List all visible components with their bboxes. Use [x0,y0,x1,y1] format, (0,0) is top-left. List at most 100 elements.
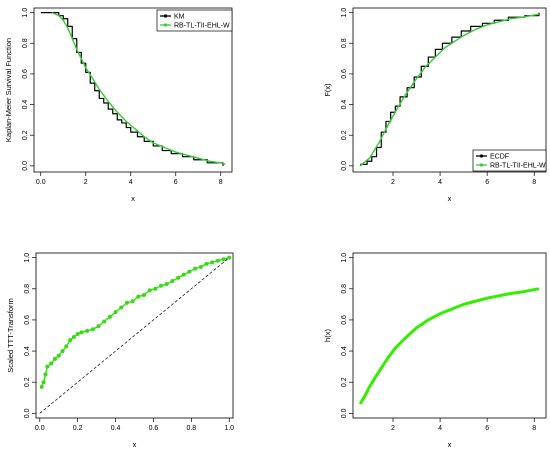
x-tick-label: 8 [532,425,536,432]
plot-frame [35,252,234,419]
y-tick-label: 0.0 [341,161,348,171]
y-tick-label: 0.4 [341,100,348,110]
y-axis-label: F(x) [323,83,332,97]
data-point [43,372,48,377]
data-point [52,356,57,361]
ttt-panel: 0.0 0.2 0.4 0.6 0.8 1.0 0.0 0.2 0.4 0.6 0.8 1.0 x Sca… [6,252,234,449]
x-tick-label: 0.0 [36,179,46,186]
data-point [159,283,164,288]
x-tick-label: 0.2 [73,425,83,432]
data-point [215,258,220,263]
y-tick-label: 0.0 [22,161,29,171]
y-tick-label: 1.0 [22,8,29,18]
y-tick-label: 0.8 [24,284,31,294]
data-point [41,380,46,385]
y-tick-label: 0.8 [22,38,29,48]
data-point [64,344,69,349]
y-tick-label: 0.8 [341,38,348,48]
legend-marker [479,154,484,158]
y-tick-label: 0.6 [24,315,31,325]
x-tick-label: 1.0 [224,425,234,432]
data-point [141,293,146,298]
x-axis-label: x [133,440,137,449]
km-panel: 0.0 2 4 6 8 0.0 0.2 0.4 0.6 0.8 1.0 x Kaplan-Meier S… [4,7,233,203]
x-tick-label: 4 [129,179,133,186]
x-tick-label: 6 [485,425,489,432]
legend-box [156,9,233,32]
data-point [49,361,54,366]
y-tick-label: 0.4 [341,346,348,356]
cdf-panel: 2 4 6 8 0.0 0.2 0.4 0.6 0.8 1.0 x F(x) ECDF RB-TL-TII… [323,7,547,203]
series-line [51,11,226,165]
data-point [147,288,152,293]
y-tick-label: 0.4 [22,100,29,110]
data-point [187,269,192,274]
data-point [96,324,101,329]
y-tick-label: 0.0 [24,408,31,418]
x-tick-label: 2 [391,179,395,186]
data-point [39,384,44,389]
data-point [193,266,198,271]
data-point [60,349,65,354]
y-tick-label: 1.0 [341,8,348,18]
y-tick-label: 0.2 [341,377,348,387]
y-axis-label: Kaplan-Meier Survival Function [4,38,13,142]
x-tick-label: 2 [391,425,395,432]
data-point [170,279,175,284]
legend-label: ECDF [490,153,509,160]
data-point [136,294,141,299]
data-point [119,305,124,310]
hx-panel: 2 4 6 8 0.0 0.2 0.4 0.6 0.8 1.0 x h(x) [323,252,547,449]
x-tick-label: 4 [438,179,442,186]
y-axis-label: Scaled TTT-Transform [6,298,15,373]
x-axis-label: x [131,194,135,203]
reference-line [39,257,230,414]
x-tick-label: 0.6 [149,425,159,432]
data-point [107,314,112,319]
y-tick-label: 0.6 [341,315,348,325]
x-tick-label: 0.0 [35,425,45,432]
data-point [75,331,80,336]
data-point [198,265,203,270]
plot-frame [352,252,547,419]
legend-marker [163,23,168,27]
x-tick-label: 4 [438,425,442,432]
x-axis-label: x [448,194,452,203]
x-tick-label: 6 [485,179,489,186]
x-tick-label: 0.8 [186,425,196,432]
y-tick-label: 0.6 [341,69,348,79]
y-tick-label: 0.2 [24,377,31,387]
x-tick-label: 8 [219,179,223,186]
series-line [359,13,540,167]
plot-frame [352,7,547,173]
x-tick-label: 6 [174,179,178,186]
legend-label: RB-TL-TII-EHL-W [490,162,546,169]
y-tick-label: 0.6 [22,69,29,79]
legend-marker [479,163,484,167]
legend-label: RB-TL-TII-EHL-W [174,22,230,29]
x-tick-label: 0.4 [111,425,121,432]
y-tick-label: 1.0 [341,253,348,263]
y-tick-label: 0.2 [341,130,348,140]
data-point [90,327,95,332]
data-point [113,310,118,315]
data-point [45,364,50,369]
series-line [358,287,540,405]
x-tick-label: 2 [84,179,88,186]
data-point [68,338,73,343]
data-point [56,353,61,358]
y-tick-label: 0.8 [341,284,348,294]
x-tick-label: 8 [532,179,536,186]
data-point [124,300,129,305]
plot-frame [33,7,233,173]
data-point [79,330,84,335]
data-point [71,335,76,340]
data-point [227,255,232,260]
legend-marker [163,14,168,18]
data-point [181,272,186,277]
data-point [153,286,158,291]
data-point [130,299,135,304]
y-tick-label: 0.0 [341,408,348,418]
y-axis-label: h(x) [323,329,332,342]
